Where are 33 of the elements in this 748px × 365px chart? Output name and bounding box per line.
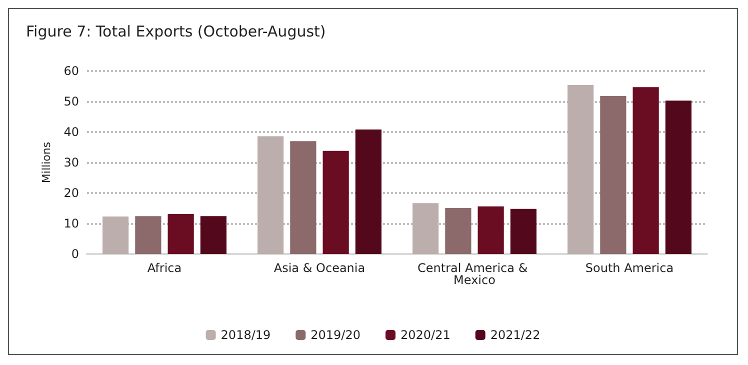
bar: [135, 216, 162, 254]
y-tick-label: 0: [71, 247, 79, 261]
bar: [568, 85, 594, 254]
x-tick-label: Asia & Oceania: [274, 261, 366, 275]
y-tick-label: 50: [64, 94, 79, 108]
bar: [355, 130, 382, 254]
chart-title: Figure 7: Total Exports (October-August): [26, 22, 326, 40]
x-tick-label: South America: [585, 261, 674, 275]
bar: [290, 141, 316, 254]
bar: [258, 136, 284, 254]
y-tick-label: 10: [64, 216, 79, 230]
bar: [322, 150, 349, 254]
legend-label: 2021/22: [490, 328, 540, 342]
y-axis-title: Millions: [40, 142, 53, 184]
y-tick-label: 20: [64, 186, 79, 200]
legend-label: 2019/20: [310, 328, 361, 342]
bar: [168, 214, 194, 254]
y-tick-label: 30: [64, 156, 79, 170]
legend-label: 2018/19: [220, 328, 271, 342]
y-tick-label: 60: [64, 64, 79, 78]
y-tick-label: 40: [64, 125, 79, 139]
bar: [510, 208, 536, 254]
bar: [478, 206, 504, 254]
x-tick-label: Africa: [147, 261, 182, 275]
bar: [665, 100, 692, 254]
legend-label: 2020/21: [400, 328, 450, 342]
bar: [632, 87, 659, 254]
bar: [600, 96, 626, 254]
bar: [102, 216, 129, 254]
x-tick-label: Central America & Mexico: [418, 261, 532, 287]
bar: [200, 216, 226, 254]
bar: [445, 208, 472, 254]
bar: [412, 203, 439, 254]
